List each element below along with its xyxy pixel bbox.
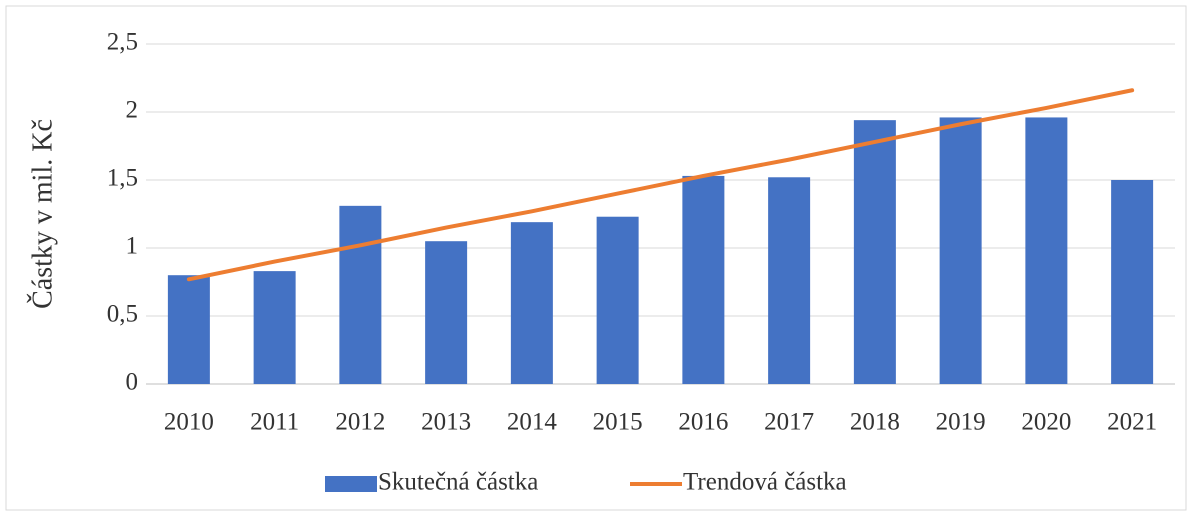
bar	[682, 175, 725, 384]
y-tick-label: 1	[126, 233, 139, 260]
bar	[853, 120, 896, 384]
bar	[939, 117, 982, 384]
x-tick-label: 2020	[1021, 409, 1071, 436]
x-tick-label: 2012	[335, 409, 385, 436]
x-tick-label: 2010	[164, 409, 214, 436]
legend-label: Trendová částka	[683, 469, 847, 496]
x-tick-label: 2021	[1107, 409, 1157, 436]
x-tick-label: 2015	[593, 409, 643, 436]
y-tick-label: 2	[126, 97, 139, 124]
y-tick-label: 0	[126, 369, 139, 396]
x-tick-label: 2011	[250, 409, 299, 436]
legend-label: Skutečná částka	[378, 469, 538, 496]
y-tick-label: 1,5	[107, 165, 138, 192]
bar	[1111, 180, 1154, 384]
bar	[596, 216, 639, 384]
y-tick-label: 0,5	[107, 301, 138, 328]
y-axis-label: Částky v mil. Kč	[27, 119, 58, 309]
x-tick-label: 2017	[764, 409, 814, 436]
legend-swatch	[325, 476, 377, 492]
chart-border	[5, 5, 1187, 511]
bar	[167, 275, 210, 384]
bar	[768, 177, 811, 384]
bar	[253, 271, 296, 384]
x-tick-label: 2018	[850, 409, 900, 436]
x-tick-label: 2019	[936, 409, 986, 436]
x-tick-label: 2013	[421, 409, 471, 436]
x-tick-label: 2014	[507, 409, 558, 436]
bar	[510, 222, 553, 384]
y-tick-label: 2,5	[107, 29, 138, 56]
trend-line	[186, 88, 1135, 282]
x-tick-label: 2016	[678, 409, 728, 436]
bar	[425, 241, 468, 384]
bar	[1025, 117, 1068, 384]
bar	[339, 205, 382, 384]
